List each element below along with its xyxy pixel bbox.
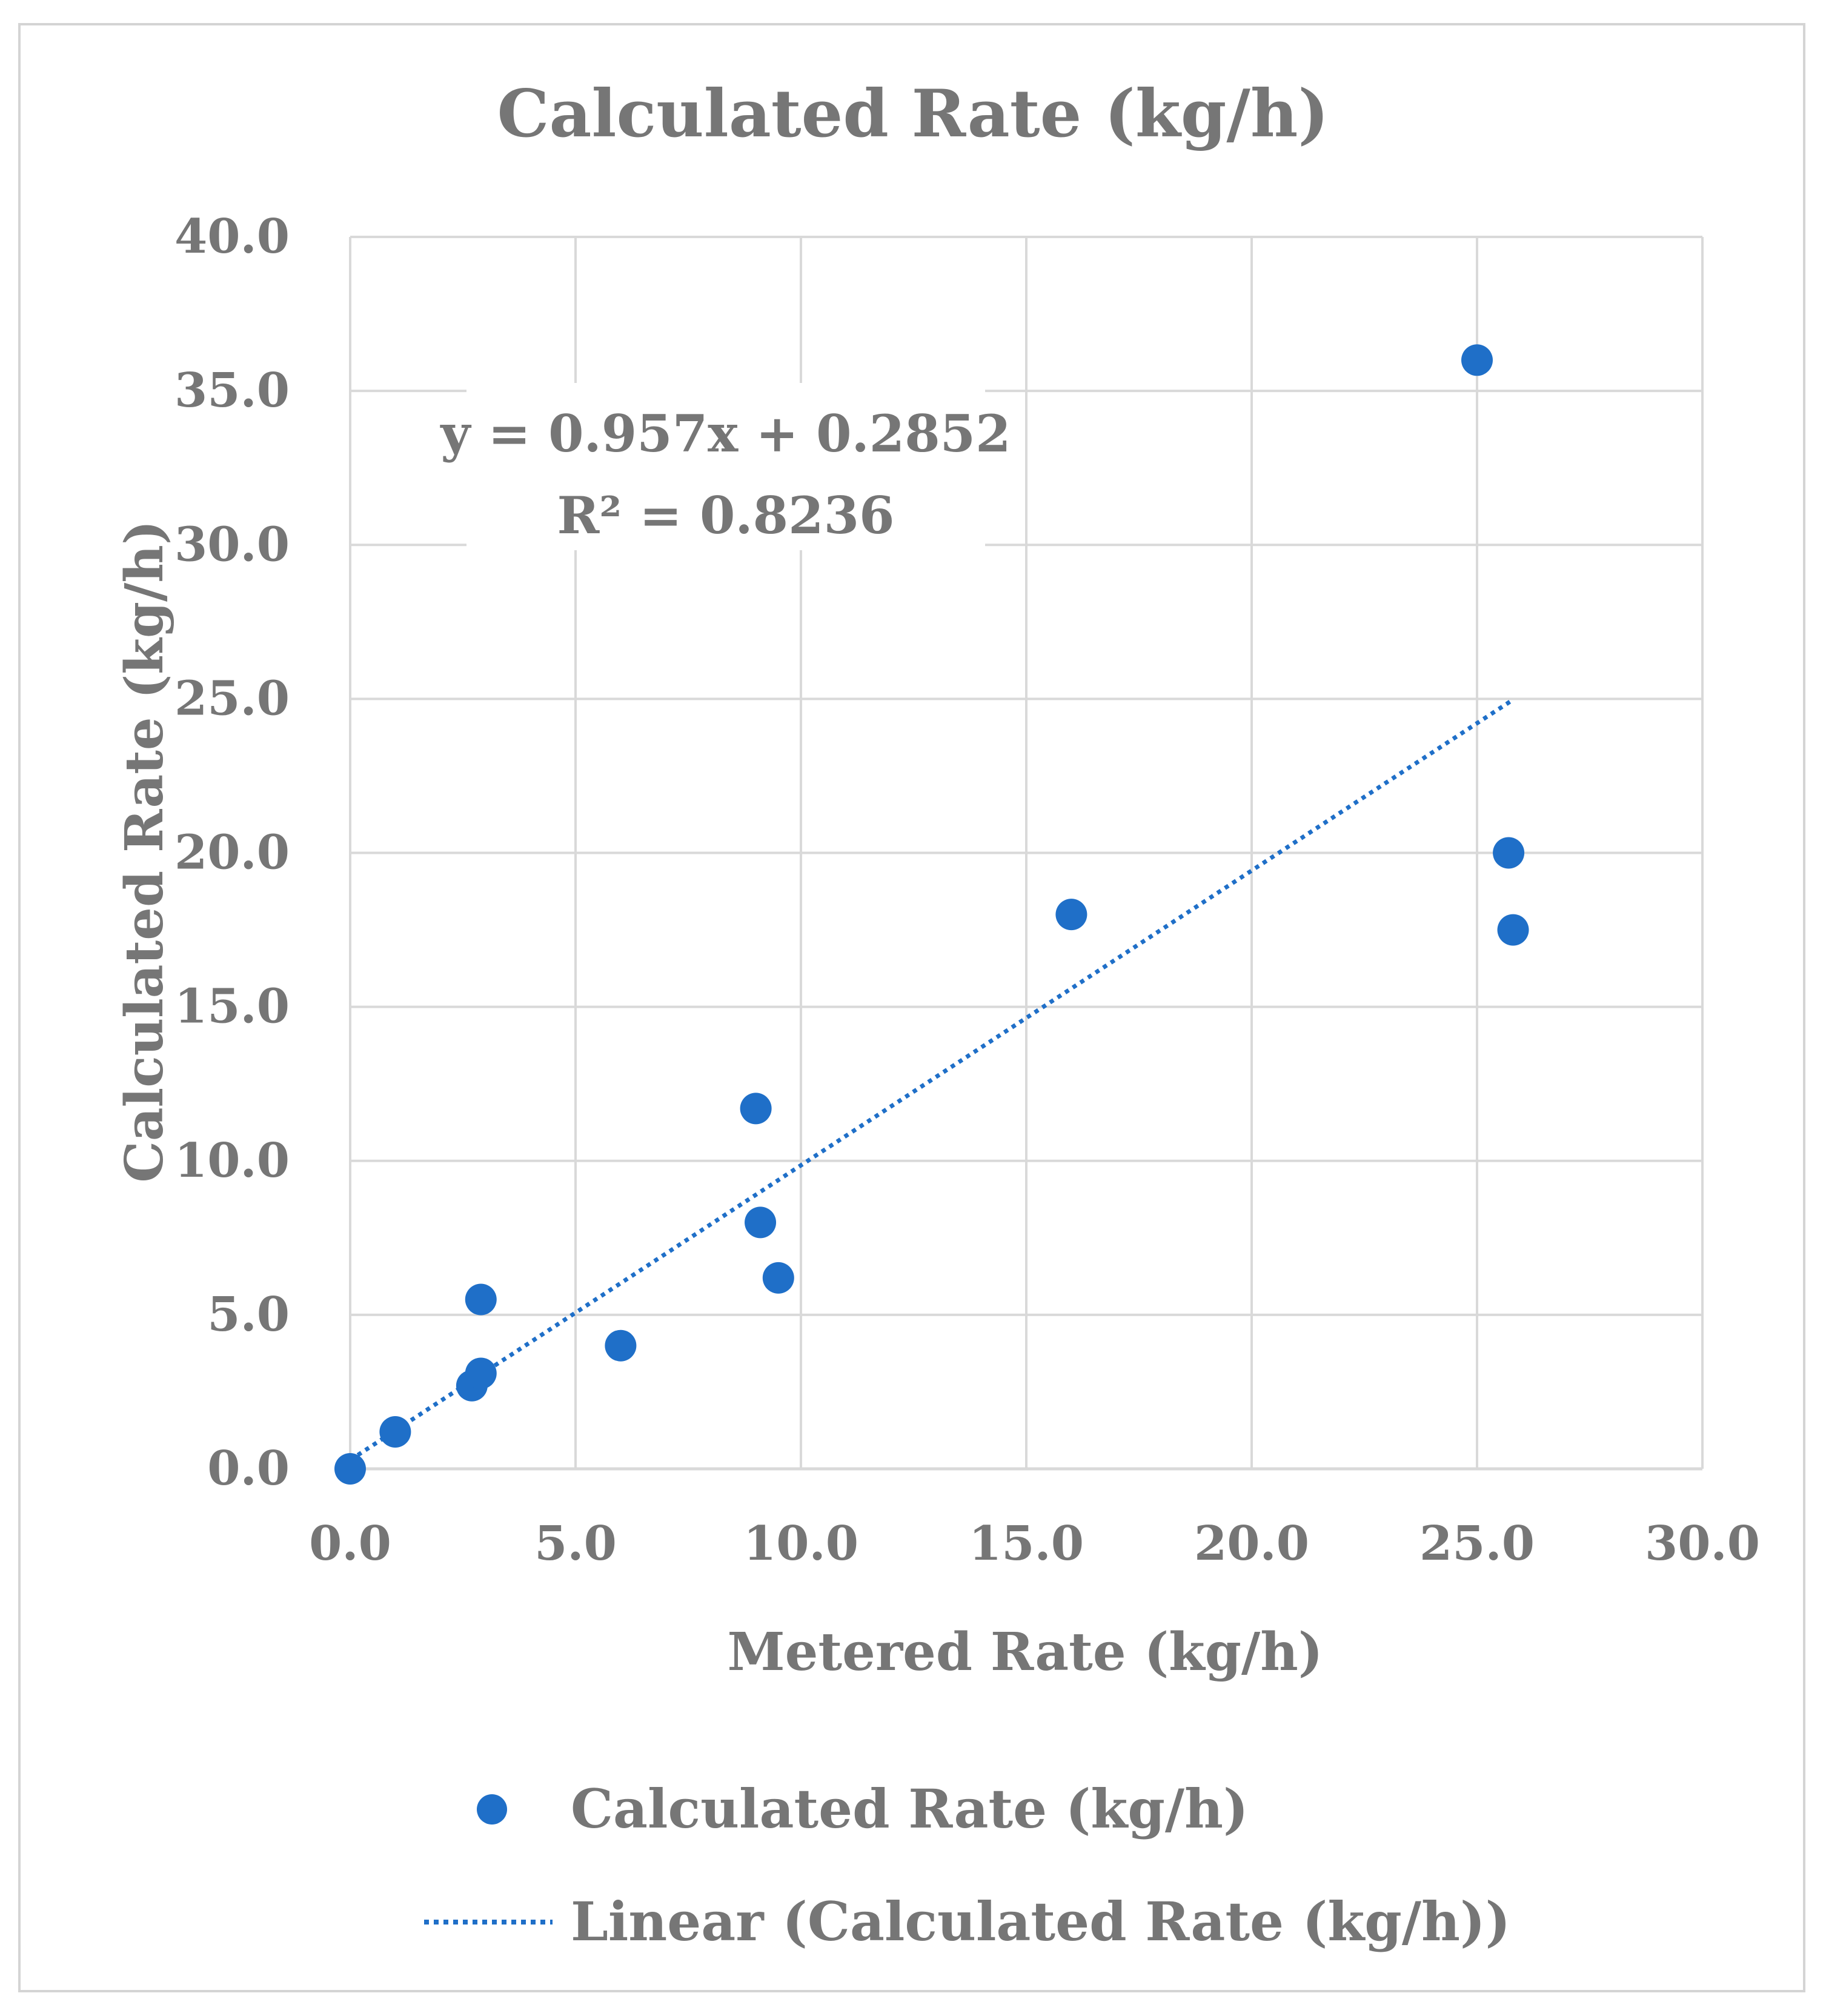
- x-tick-label: 5.0: [534, 1516, 617, 1571]
- x-tick-label: 0.0: [309, 1516, 391, 1571]
- y-tick-label: 35.0: [174, 363, 290, 418]
- y-tick-label: 25.0: [174, 671, 290, 726]
- trendline: [349, 697, 1515, 1462]
- legend-label-trendline: Linear (Calculated Rate (kg/h)): [571, 1890, 1510, 1953]
- data-point: [605, 1329, 637, 1362]
- trendline-equation: y = 0.957x + 0.2852: [439, 404, 1011, 464]
- y-axis-title: Calculated Rate (kg/h): [114, 520, 175, 1182]
- data-point: [740, 1093, 772, 1125]
- y-tick-label: 30.0: [174, 517, 290, 572]
- y-tick-label: 5.0: [207, 1287, 290, 1342]
- data-point: [745, 1206, 777, 1239]
- legend: Calculated Rate (kg/h) Linear (Calculate…: [424, 1777, 1510, 1953]
- x-tick-label: 30.0: [1645, 1516, 1760, 1571]
- trendline-r-squared: R² = 0.8236: [557, 485, 895, 545]
- data-point: [379, 1416, 411, 1448]
- y-tick-label: 0.0: [207, 1441, 290, 1496]
- data-point: [1055, 899, 1087, 931]
- x-tick-label: 20.0: [1194, 1516, 1309, 1571]
- chart-title: Calculated Rate (kg/h): [497, 76, 1329, 152]
- data-point: [1497, 914, 1529, 946]
- x-tick-label: 10.0: [743, 1516, 858, 1571]
- trendline-path: [349, 697, 1515, 1462]
- data-point: [1493, 837, 1525, 869]
- data-point: [465, 1283, 497, 1316]
- x-axis: 0.0 5.0 10.0 15.0 20.0 25.0 30.0: [309, 1516, 1760, 1571]
- trendline-equation-box: y = 0.957x + 0.2852 R² = 0.8236: [439, 383, 1011, 550]
- legend-marker-scatter: [477, 1794, 507, 1825]
- data-point: [762, 1262, 794, 1294]
- y-tick-label: 20.0: [174, 825, 290, 880]
- y-tick-label: 10.0: [174, 1133, 290, 1188]
- data-point: [334, 1453, 366, 1485]
- x-tick-label: 25.0: [1419, 1516, 1535, 1571]
- x-tick-label: 15.0: [969, 1516, 1084, 1571]
- data-point: [1461, 344, 1493, 376]
- data-point: [465, 1357, 497, 1389]
- y-tick-label: 40.0: [174, 209, 290, 264]
- y-tick-label: 15.0: [174, 979, 290, 1034]
- legend-label-scatter: Calculated Rate (kg/h): [571, 1777, 1249, 1840]
- plot-area: [349, 237, 1702, 1471]
- x-axis-title: Metered Rate (kg/h): [727, 1622, 1323, 1683]
- y-axis: 0.0 5.0 10.0 15.0 20.0 25.0 30.0 35.0 40.0: [174, 209, 290, 1496]
- equation-background: [466, 383, 985, 550]
- chart-frame: [18, 23, 1805, 1992]
- data-points: [334, 344, 1529, 1485]
